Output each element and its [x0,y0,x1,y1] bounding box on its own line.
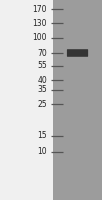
Text: 130: 130 [32,19,47,27]
Bar [53,0,102,200]
Text: 40: 40 [37,76,47,85]
Text: 10: 10 [37,148,47,156]
Text: 35: 35 [37,85,47,94]
Text: 170: 170 [32,4,47,14]
Text: 70: 70 [37,48,47,58]
FancyBboxPatch shape [67,49,88,57]
Text: 55: 55 [37,62,47,71]
Text: 25: 25 [37,100,47,109]
Text: 100: 100 [32,33,47,43]
Text: 15: 15 [37,132,47,140]
